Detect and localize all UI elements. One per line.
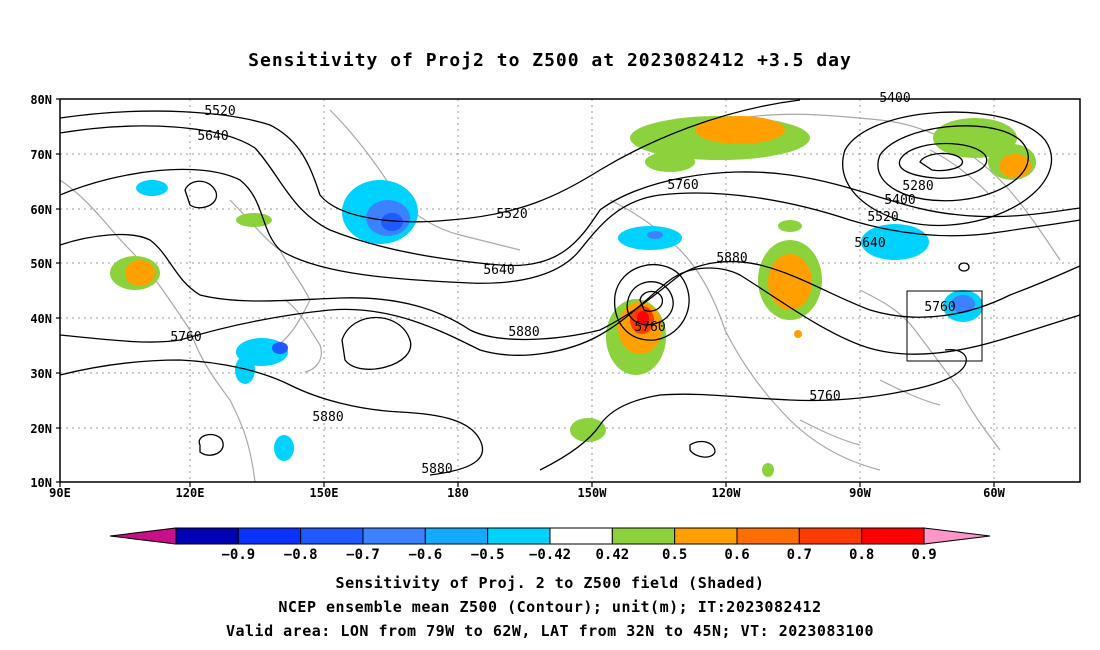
lat-label: 10N [30,476,52,490]
colorbar-segment [736,527,800,545]
contour-label: 5760 [667,178,698,193]
shade-positive [778,220,802,232]
colorbar-segment [300,527,364,545]
valid-area-box [906,290,983,362]
lon-label: 90E [49,486,71,500]
colorbar-labels: −0.9 −0.8 −0.7 −0.6 −0.5 −0.42 0.42 0.5 0.6 0.7 0.… [221,547,936,563]
colorbar-segment [424,527,489,545]
shade-negative [136,180,168,196]
colorbar-tick-label: 0.9 [911,547,936,563]
shade-negative [235,356,255,384]
contour-label: 5640 [854,236,885,251]
colorbar-max-arrow [923,527,991,545]
shade-positive [125,260,155,286]
contour-label: 5280 [902,179,933,194]
colorbar-min-arrow [109,527,177,545]
colorbar-segment [362,527,426,545]
caption-line-2: NCEP ensemble mean Z500 (Contour); unit(… [278,598,822,616]
lat-label: 50N [30,257,52,271]
shade-negative [274,435,294,461]
contour-label: 5880 [508,325,539,340]
contour-label: 5400 [884,193,915,208]
shade-positive [570,418,606,442]
shade-positive [794,330,802,338]
colorbar-segment [798,527,863,545]
colorbar-tick-label: −0.9 [221,547,255,563]
map-title: Sensitivity of Proj2 to Z500 at 20230824… [248,50,852,71]
shade-negative [272,342,288,354]
colorbar-tick-label: −0.6 [408,547,442,563]
colorbar-segment [487,527,551,545]
colorbar-segment [861,527,925,545]
contour-label: 5760 [170,330,201,345]
shade-positive [695,116,785,144]
colorbar-segment [237,527,302,545]
latitude-labels: 80N 70N 60N 50N 40N 30N 20N 10N [30,93,52,490]
colorbar-segment [611,527,676,545]
contour-labels: 5400552056405280540055205640576055205640… [170,91,955,477]
caption-line-1: Sensitivity of Proj. 2 to Z500 field (Sh… [335,574,765,592]
contour-label: 5520 [496,207,527,222]
contour-label: 5880 [421,462,452,477]
lon-label: 150W [578,486,608,500]
shade-positive [645,152,695,172]
lon-label: 90W [849,486,871,500]
z500-contours [59,99,1081,476]
axis-ticks [56,98,995,487]
lat-label: 70N [30,148,52,162]
colorbar-tick-label: 0.7 [787,547,812,563]
contour-label: 5880 [312,410,343,425]
colorbar-tick-label: −0.42 [529,547,571,563]
shade-positive [236,213,272,227]
contour-label: 5640 [483,263,514,278]
contour-label: 5520 [204,104,235,119]
colorbar-tick-label: 0.8 [849,547,874,563]
colorbar-segment [175,527,239,545]
lat-label: 30N [30,367,52,381]
plot-frame [59,98,1081,483]
lon-label: 60W [983,486,1005,500]
shade-positive [768,254,812,310]
shade-negative [647,231,663,239]
lat-label: 80N [30,93,52,107]
longitude-labels: 90E 120E 150E 180 150W 120W 90W 60W [49,486,1005,500]
colorbar-segment [674,527,738,545]
shade-positive [637,311,649,325]
contour-label: 5520 [867,210,898,225]
shade-positive [762,463,774,477]
lat-label: 40N [30,312,52,326]
shade-positive [933,118,1017,158]
colorbar-tick-label: 0.42 [595,547,629,563]
lon-label: 150E [310,486,339,500]
lat-label: 60N [30,203,52,217]
shade-negative [381,213,403,231]
colorbar-tick-label: 0.6 [724,547,749,563]
lat-label: 20N [30,422,52,436]
shade-negative [951,295,975,313]
colorbar-tick-label: −0.7 [346,547,380,563]
lon-label: 120E [176,486,205,500]
colorbar-tick-label: −0.5 [471,547,505,563]
lon-label: 180 [447,486,469,500]
colorbar-tick-label: −0.8 [284,547,318,563]
contour-label: 5760 [924,300,955,315]
lon-label: 120W [712,486,742,500]
colorbar-tick-label: 0.5 [662,547,687,563]
caption-line-3: Valid area: LON from 79W to 62W, LAT fro… [225,622,875,640]
gridlines [60,99,1080,482]
contour-label: 5760 [809,389,840,404]
contour-label: 5760 [634,320,665,335]
colorbar-segment [549,527,613,545]
colorbar [109,527,991,545]
contour-label: 5880 [716,251,747,266]
contour-label: 5640 [197,129,228,144]
